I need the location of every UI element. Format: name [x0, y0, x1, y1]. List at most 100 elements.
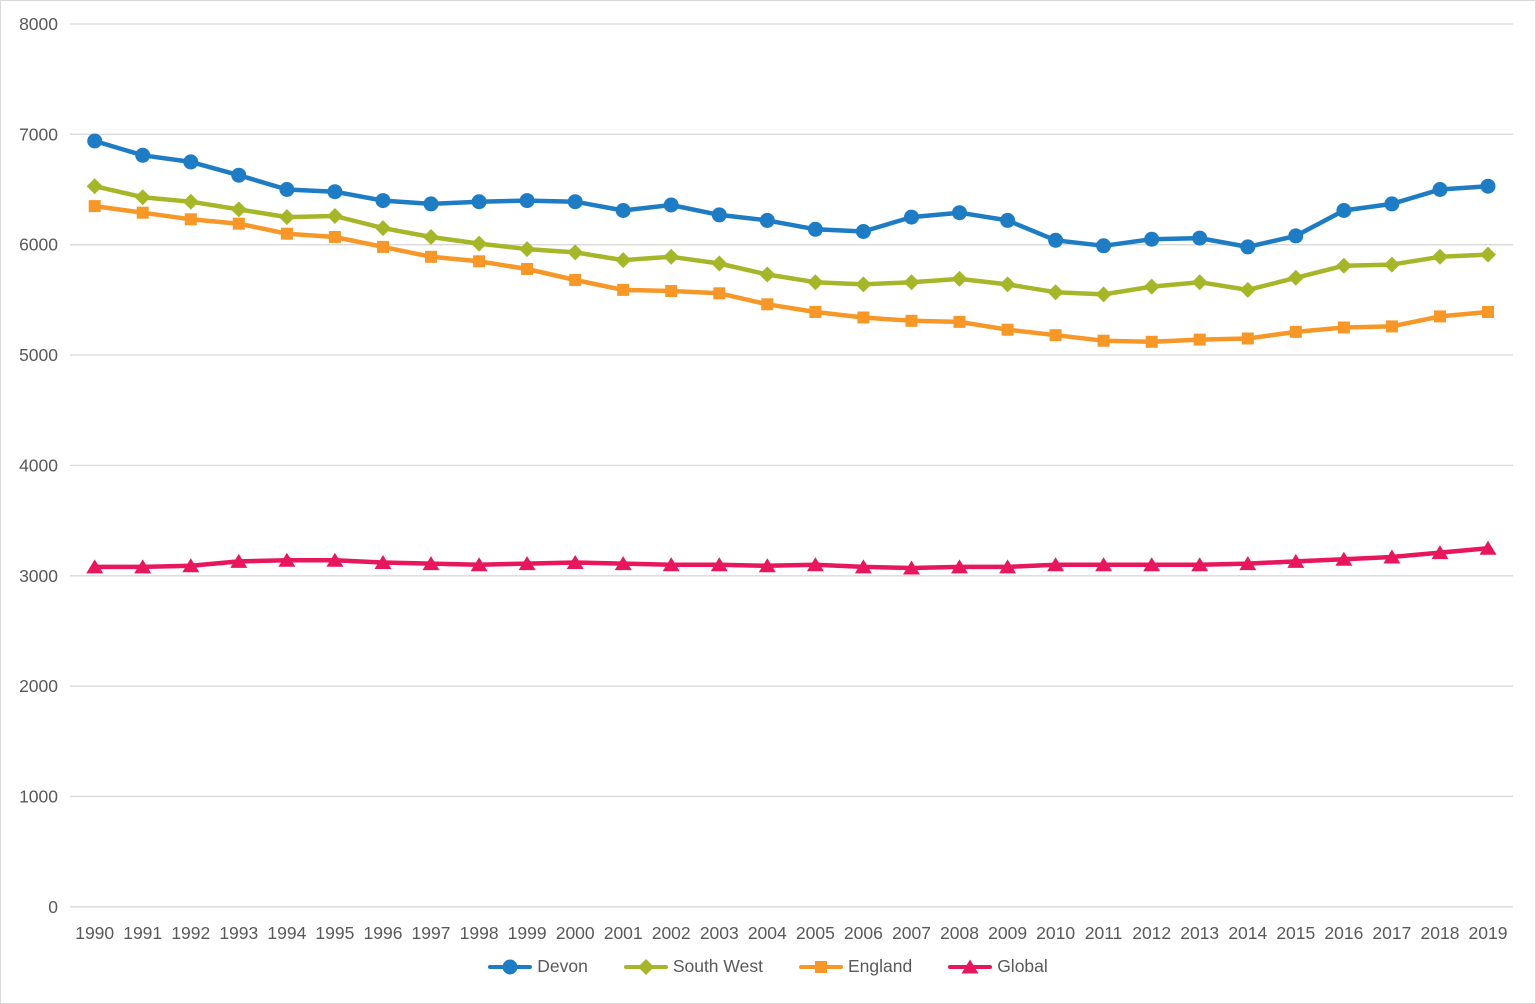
x-tick-2006: 2006	[844, 923, 883, 943]
point-global-2010	[1047, 557, 1065, 572]
x-tick-2016: 2016	[1324, 923, 1363, 943]
x-tick-1993: 1993	[219, 923, 258, 943]
y-tick-7000: 7000	[19, 124, 58, 144]
y-tick-4000: 4000	[19, 455, 58, 475]
point-england-1997	[425, 250, 437, 263]
england-line-marker-icon	[798, 960, 843, 973]
point-devon-2003	[711, 207, 727, 223]
x-tick-2017: 2017	[1372, 923, 1411, 943]
point-england-1995	[328, 231, 341, 243]
point-south-west-2016	[1335, 257, 1352, 274]
series-line-south-west	[92, 183, 1491, 297]
point-devon-2001	[615, 203, 631, 218]
point-devon-2002	[663, 197, 679, 213]
point-south-west-1997	[423, 229, 439, 245]
point-devon-2019	[1480, 178, 1496, 194]
x-tick-1998: 1998	[460, 923, 499, 943]
x-tick-2013: 2013	[1180, 923, 1219, 943]
legend-item-devon: Devon	[488, 956, 588, 976]
x-tick-2010: 2010	[1036, 923, 1075, 943]
point-england-2009	[1001, 323, 1014, 336]
x-tick-2009: 2009	[988, 923, 1027, 943]
legend-label-south-west: South West	[672, 956, 763, 976]
x-tick-2015: 2015	[1276, 923, 1315, 943]
point-devon-2011	[1096, 238, 1112, 254]
point-devon-1990	[87, 133, 103, 149]
point-south-west-2003	[711, 255, 728, 272]
point-england-1994	[280, 227, 293, 240]
point-england-2010	[1049, 329, 1062, 342]
y-tick-3000: 3000	[19, 566, 58, 586]
y-tick-2000: 2000	[19, 676, 58, 696]
point-england-2004	[761, 298, 774, 311]
point-global-1993	[230, 553, 248, 568]
point-devon-1992	[183, 154, 199, 170]
legend-item-global: Global	[948, 957, 1048, 976]
south-west-line-marker-icon	[623, 958, 668, 975]
point-global-2000	[566, 555, 584, 569]
point-england-2003	[713, 287, 726, 300]
point-england-2014	[1241, 332, 1254, 345]
point-devon-1997	[423, 196, 439, 212]
point-global-2012	[1143, 557, 1161, 572]
x-tick-2008: 2008	[940, 923, 979, 943]
x-tick-1990: 1990	[75, 923, 114, 943]
point-devon-2005	[807, 221, 823, 237]
point-south-west-1991	[134, 189, 151, 206]
point-south-west-1996	[375, 220, 391, 237]
y-tick-1000: 1000	[19, 786, 58, 806]
y-tick-8000: 8000	[19, 14, 58, 34]
x-tick-2019: 2019	[1469, 923, 1508, 943]
point-south-west-2013	[1191, 274, 1208, 291]
point-south-west-2002	[663, 248, 680, 265]
x-tick-1991: 1991	[123, 923, 162, 943]
point-devon-1999	[519, 193, 535, 209]
point-south-west-2007	[903, 274, 920, 291]
point-south-west-2014	[1239, 281, 1256, 298]
x-tick-2007: 2007	[892, 923, 931, 943]
point-england-1996	[377, 240, 389, 253]
point-south-west-2005	[807, 274, 824, 291]
point-england-2000	[569, 274, 582, 286]
point-south-west-2017	[1383, 256, 1400, 273]
x-tick-2018: 2018	[1421, 923, 1460, 943]
global-line-marker-icon	[948, 959, 993, 974]
point-global-1997	[422, 556, 440, 571]
x-tick-2014: 2014	[1228, 923, 1267, 943]
legend-item-england: England	[798, 957, 912, 976]
point-england-1998	[473, 255, 486, 268]
point-devon-2006	[855, 224, 871, 239]
point-devon-1996	[375, 193, 391, 209]
x-tick-1997: 1997	[412, 923, 451, 943]
point-devon-1995	[327, 184, 343, 200]
x-tick-2000: 2000	[556, 923, 595, 943]
point-devon-1993	[231, 167, 247, 183]
point-global-1990	[86, 559, 104, 574]
point-south-west-2008	[951, 270, 968, 287]
legend-label-devon: Devon	[537, 956, 588, 976]
point-devon-2018	[1432, 182, 1448, 197]
point-devon-2009	[1000, 212, 1016, 228]
point-south-west-2011	[1095, 286, 1112, 303]
legend-marker-shape-devon	[502, 959, 518, 975]
point-england-1999	[521, 263, 534, 275]
point-south-west-2004	[759, 266, 776, 283]
x-tick-2012: 2012	[1132, 923, 1171, 943]
point-england-2002	[665, 285, 678, 297]
point-south-west-2009	[999, 276, 1016, 293]
point-south-west-1998	[471, 235, 488, 252]
point-england-2018	[1434, 310, 1446, 323]
x-tick-2011: 2011	[1085, 923, 1123, 943]
point-england-2011	[1097, 334, 1110, 347]
point-global-1999	[518, 556, 536, 571]
point-england-2008	[953, 315, 966, 328]
point-devon-2013	[1192, 230, 1208, 246]
point-devon-2012	[1144, 231, 1160, 247]
x-tick-1996: 1996	[364, 923, 403, 943]
x-tick-1999: 1999	[508, 923, 547, 943]
x-tick-1994: 1994	[267, 923, 306, 943]
point-devon-1991	[135, 147, 151, 163]
point-global-2011	[1095, 557, 1113, 572]
point-south-west-2019	[1480, 246, 1496, 263]
